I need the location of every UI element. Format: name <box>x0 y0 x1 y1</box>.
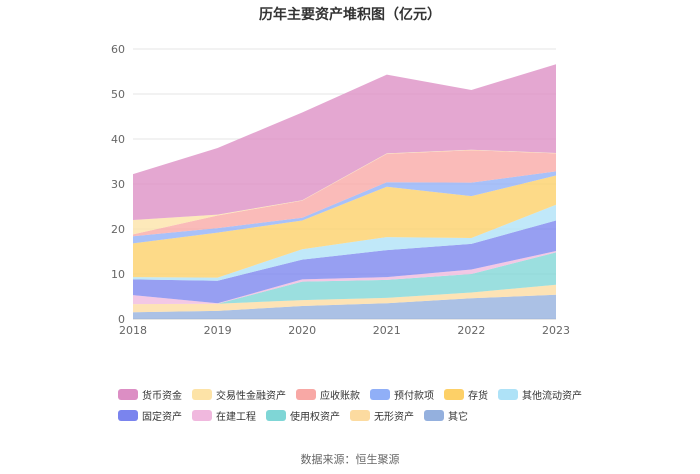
legend-item[interactable]: 其它 <box>424 407 468 423</box>
x-tick-label: 2018 <box>119 324 147 337</box>
legend-item[interactable]: 无形资产 <box>350 407 414 423</box>
legend-swatch <box>498 388 518 400</box>
y-tick-label: 0 <box>118 313 125 326</box>
legend-swatch <box>296 388 316 400</box>
area-series-9 <box>133 284 556 313</box>
legend-swatch <box>118 388 138 400</box>
legend-item[interactable]: 应收账款 <box>296 386 360 402</box>
legend-label: 使用权资产 <box>290 411 340 423</box>
legend-swatch <box>424 409 444 421</box>
legend-label: 其他流动资产 <box>522 390 582 402</box>
legend-label: 无形资产 <box>374 411 414 423</box>
legend-item[interactable]: 固定资产 <box>118 407 182 423</box>
legend-item[interactable]: 交易性金融资产 <box>192 386 286 402</box>
legend-swatch <box>118 409 138 421</box>
legend-label: 预付款项 <box>394 390 434 402</box>
legend-label: 货币资金 <box>142 390 182 402</box>
legend-swatch <box>192 409 212 421</box>
y-tick-label: 30 <box>111 178 125 191</box>
legend-label: 应收账款 <box>320 390 360 402</box>
y-tick-label: 40 <box>111 133 125 146</box>
x-tick-label: 2020 <box>288 324 316 337</box>
legend-label: 存货 <box>468 390 488 402</box>
area-series-3 <box>133 171 556 244</box>
y-tick-label: 60 <box>111 43 125 56</box>
y-tick-label: 10 <box>111 268 125 281</box>
legend-swatch <box>266 409 286 421</box>
data-source-note: 数据来源：恒生聚源 <box>300 453 400 466</box>
x-tick-label: 2019 <box>204 324 232 337</box>
legend-swatch <box>370 388 390 400</box>
area-series-8 <box>133 252 556 305</box>
area-series-0 <box>133 64 556 220</box>
area-series-5 <box>133 204 556 281</box>
y-tick-label: 50 <box>111 88 125 101</box>
chart-title: 历年主要资产堆积图（亿元） <box>259 7 441 23</box>
legend-item[interactable]: 存货 <box>444 386 488 402</box>
legend-label: 交易性金融资产 <box>216 390 286 402</box>
area-series-6 <box>133 220 556 304</box>
legend-label: 固定资产 <box>142 411 182 423</box>
legend-label: 其它 <box>448 411 468 423</box>
area-series-4 <box>133 175 556 278</box>
legend-item[interactable]: 在建工程 <box>192 407 256 423</box>
y-tick-label: 20 <box>111 223 125 236</box>
x-tick-label: 2023 <box>542 324 570 337</box>
area-series-10 <box>133 294 556 319</box>
x-tick-label: 2021 <box>373 324 401 337</box>
legend-item[interactable]: 货币资金 <box>118 386 182 402</box>
legend-item[interactable]: 预付款项 <box>370 386 434 402</box>
legend-swatch <box>350 409 370 421</box>
legend-label: 在建工程 <box>216 411 256 423</box>
x-tick-label: 2022 <box>457 324 485 337</box>
legend-item[interactable]: 使用权资产 <box>266 407 340 423</box>
legend-swatch <box>192 388 212 400</box>
legend-swatch <box>444 388 464 400</box>
chart-legend: 货币资金 交易性金融资产 应收账款 预付款项 存货 其他流动资产固定资产 在建工程 使用权资产… <box>118 386 618 423</box>
area-series-2 <box>133 150 556 237</box>
legend-item[interactable]: 其他流动资产 <box>498 386 582 402</box>
